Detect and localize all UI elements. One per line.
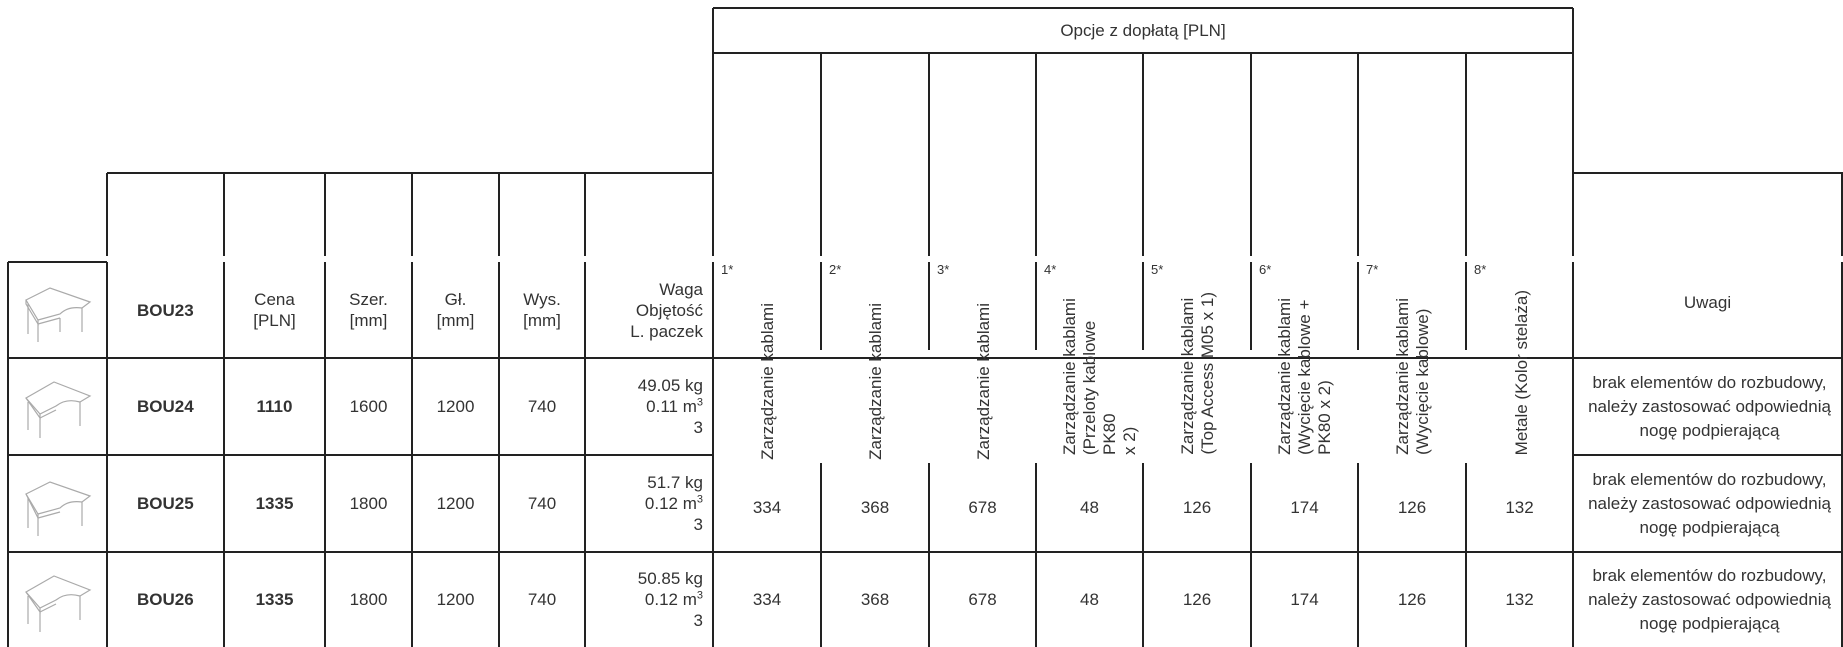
- weight-label: Waga: [659, 279, 703, 299]
- col-depth-header: Gł. [mm]: [436, 290, 475, 330]
- packages-value: 3: [693, 515, 703, 534]
- col-height-header: Wys. [mm]: [523, 290, 561, 330]
- notes-cell: brak elementów do rozbudowy, należy zast…: [1588, 469, 1831, 537]
- weight-value: 49.05 kg: [637, 376, 703, 395]
- weight-cell: 51.7 kg 0.12 m3 3: [585, 455, 703, 552]
- depth-cell: 1200: [436, 397, 475, 416]
- option-price-cell: 334: [752, 590, 782, 609]
- product-code: BOU24: [137, 397, 194, 416]
- height-cell: 740: [527, 590, 557, 609]
- option-price-cell: 48: [1080, 590, 1099, 609]
- price-cell: 1335: [255, 590, 294, 609]
- option-label: Zarządzanie kablami (Top Access M05 x 1): [1178, 292, 1217, 455]
- width-cell: 1800: [349, 590, 388, 609]
- option-price-cell: 334: [752, 498, 782, 517]
- packages-value: 3: [693, 611, 703, 630]
- packages-value: 3: [693, 418, 703, 437]
- option-price-cell: 126: [1182, 498, 1212, 517]
- weight-cell: 50.85 kg 0.12 m3 3: [585, 552, 703, 647]
- notes-cell: brak elementów do rozbudowy, należy zast…: [1588, 372, 1831, 440]
- desk-thumbnail-icon: [25, 575, 92, 632]
- option-price-cell: 126: [1182, 590, 1212, 609]
- option-price-cell: 678: [968, 590, 997, 609]
- product-code: BOU25: [137, 494, 194, 513]
- packages-label: L. paczek: [630, 321, 703, 341]
- col-width-header: Szer. [mm]: [349, 290, 388, 330]
- option-price-cell: 132: [1505, 590, 1534, 609]
- option-label: Zarządzanie kablami (Wycięcie kablowe): [1393, 298, 1432, 455]
- notes-cell: brak elementów do rozbudowy, należy zast…: [1588, 565, 1831, 633]
- option-number: 3*: [937, 262, 950, 277]
- option-number: 4*: [1044, 262, 1057, 277]
- option-price-cell: 126: [1397, 590, 1427, 609]
- option-price-cell: 126: [1397, 498, 1427, 517]
- option-price-cell: 132: [1505, 498, 1534, 517]
- price-cell: 1335: [255, 494, 294, 513]
- option-price-cell: 174: [1290, 498, 1319, 517]
- weight-value: 51.7 kg: [647, 473, 703, 492]
- desk-thumbnail-icon: [25, 381, 92, 438]
- option-price-cell: 678: [968, 498, 997, 517]
- depth-cell: 1200: [436, 494, 475, 513]
- option-label: Zarządzanie kablami (Wycięcie kablowe + …: [1275, 298, 1334, 455]
- option-number: 1*: [721, 262, 734, 277]
- option-label: Zarządzanie kablami (Przeloty kablowe PK…: [1060, 298, 1139, 455]
- option-number: 2*: [829, 262, 842, 277]
- option-number: 6*: [1259, 262, 1272, 277]
- height-cell: 740: [527, 397, 557, 416]
- col-notes-header: Uwagi: [1683, 292, 1732, 312]
- option-number: 5*: [1151, 262, 1164, 277]
- option-number: 8*: [1474, 262, 1487, 277]
- option-label: Metale (Kolor stelaża): [1512, 289, 1531, 455]
- option-label: Zarządzanie kablami: [758, 303, 777, 460]
- col-weight-header: Waga Objętość L. paczek: [585, 262, 703, 358]
- option-label: Zarządzanie kablami: [974, 303, 993, 460]
- volume-value: 0.12 m3: [644, 589, 703, 609]
- width-cell: 1800: [349, 494, 388, 513]
- depth-cell: 1200: [436, 590, 475, 609]
- option-price-cell: 48: [1080, 498, 1099, 517]
- option-price-cell: 368: [860, 498, 890, 517]
- desk-thumbnail-icon: [25, 481, 92, 536]
- price-cell: 1110: [256, 397, 293, 416]
- desk-thumbnail-icon: [25, 287, 92, 342]
- option-price-cell: 368: [860, 590, 890, 609]
- volume-value: 0.11 m3: [646, 396, 703, 416]
- option-label: Zarządzanie kablami: [866, 303, 885, 460]
- weight-cell: 49.05 kg 0.11 m3 3: [585, 358, 703, 455]
- option-number: 7*: [1366, 262, 1379, 277]
- option-price-cell: 174: [1290, 590, 1319, 609]
- col-price-header: Cena [PLN]: [253, 290, 296, 330]
- options-header: Opcje z dopłatą [PLN]: [1060, 21, 1226, 40]
- volume-value: 0.12 m3: [644, 493, 703, 513]
- volume-label: Objętość: [635, 300, 703, 320]
- product-code: BOU26: [137, 590, 194, 609]
- product-code: BOU23: [137, 300, 194, 320]
- width-cell: 1600: [349, 397, 388, 416]
- weight-value: 50.85 kg: [637, 569, 703, 588]
- height-cell: 740: [527, 494, 557, 513]
